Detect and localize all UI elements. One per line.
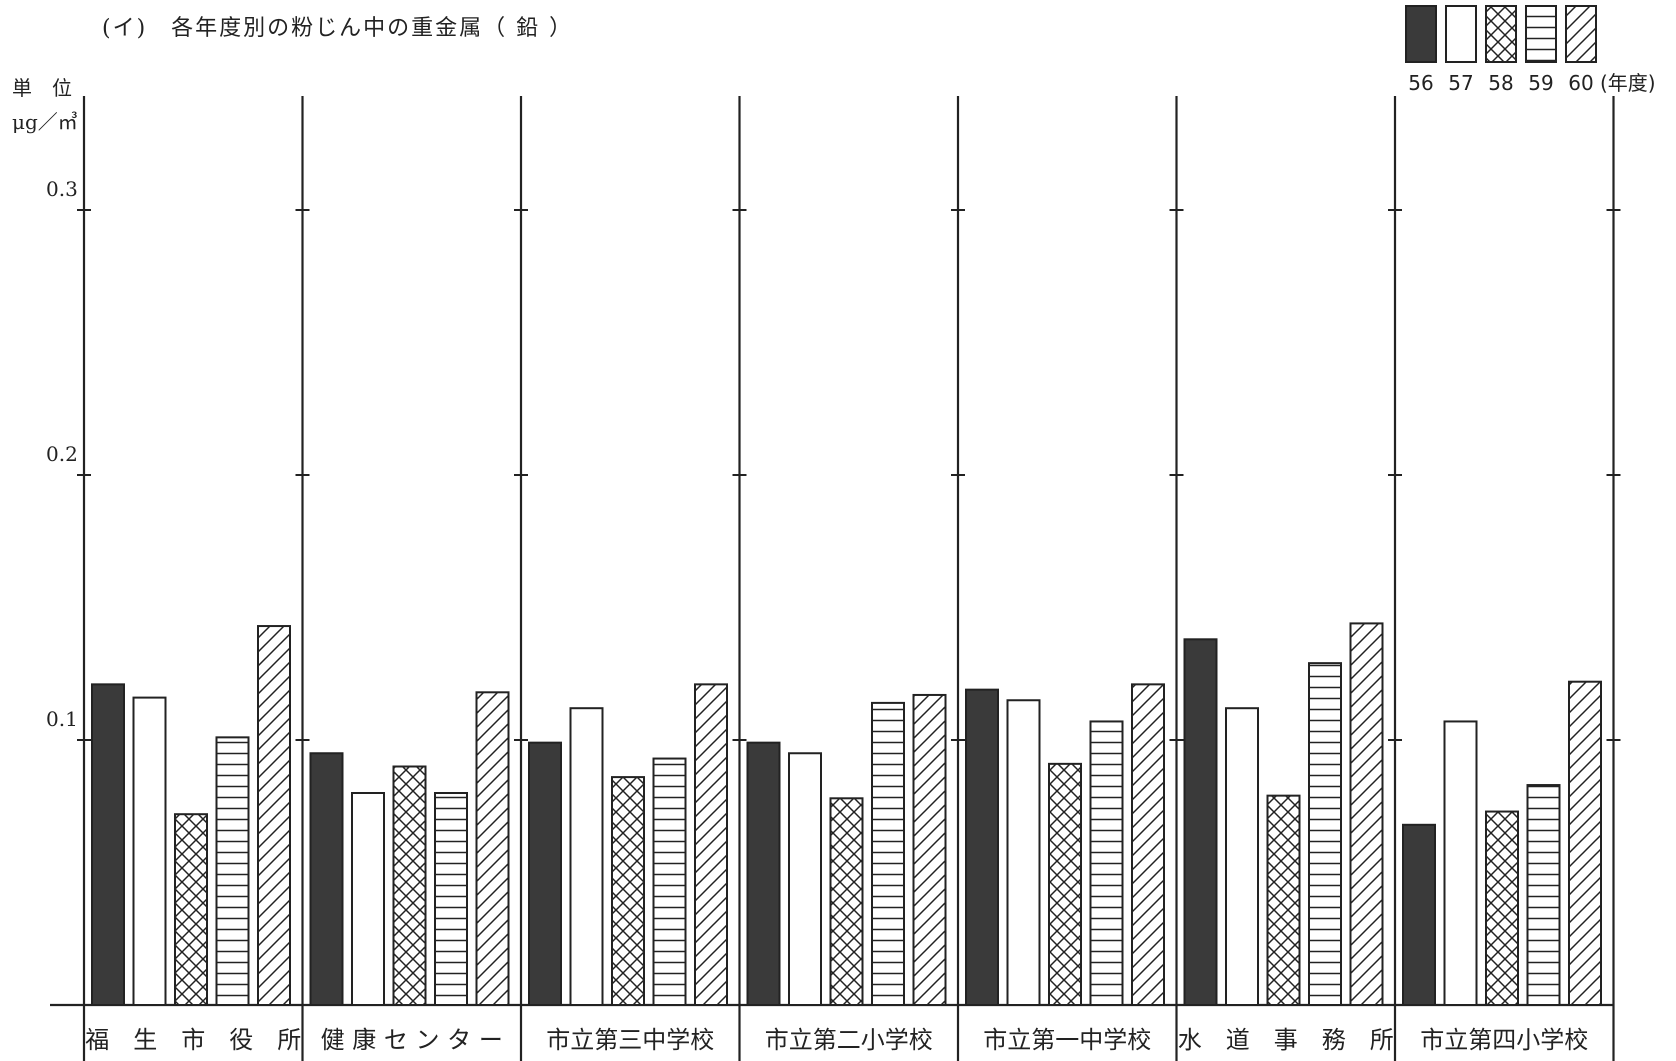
bar [1402, 823, 1436, 1006]
legend-label: 57 [1448, 71, 1473, 95]
bar [1131, 683, 1165, 1006]
legend-swatch [1525, 5, 1557, 63]
bar [351, 792, 385, 1006]
bar [174, 813, 208, 1007]
category-label: 福 生 市 役 所 [85, 1026, 301, 1054]
bar [1568, 680, 1602, 1006]
bar [788, 752, 822, 1006]
bar [652, 757, 687, 1006]
category-label: 水 道 事 務 所 [1178, 1026, 1394, 1054]
bar [392, 765, 427, 1006]
legend-suffix: (年度) [1600, 71, 1656, 95]
bar [1485, 810, 1519, 1006]
bar [871, 701, 905, 1007]
bar [1225, 707, 1259, 1006]
bar [528, 741, 562, 1007]
bar [829, 797, 864, 1006]
bar [1443, 720, 1478, 1006]
bar [215, 736, 250, 1006]
bar [694, 683, 728, 1006]
bar [1183, 638, 1218, 1006]
legend-label: 58 [1488, 71, 1513, 95]
y-tick-label: 0.1 [46, 707, 78, 731]
legend-swatch [1485, 5, 1517, 63]
y-tick-label: 0.3 [46, 177, 78, 201]
bar [611, 776, 645, 1006]
bar [434, 792, 468, 1006]
bar [1349, 622, 1384, 1007]
legend-swatch [1565, 5, 1597, 63]
bar [475, 691, 510, 1006]
bar [1308, 662, 1342, 1007]
bar [912, 693, 947, 1006]
unit-value: μg／㎥ [12, 110, 78, 134]
category-label: 市立第二小学校 [765, 1026, 933, 1054]
bar [1048, 762, 1082, 1006]
legend-label: 59 [1528, 71, 1553, 95]
bar [1266, 794, 1301, 1007]
y-tick-label: 0.2 [46, 442, 78, 466]
bar [132, 696, 167, 1006]
category-label: 市立第三中学校 [546, 1026, 714, 1054]
legend-swatch [1405, 5, 1437, 63]
bar [746, 741, 781, 1007]
chart-title: (イ) 各年度別の粉じん中の重金属（ 鉛 ） [102, 16, 574, 41]
bar [1526, 784, 1561, 1006]
category-label: 健 康 セ ン タ ー [321, 1026, 503, 1054]
bar [1006, 699, 1041, 1006]
category-label: 市立第一中学校 [983, 1026, 1151, 1054]
legend-label: 56 [1408, 71, 1433, 95]
bar [309, 752, 344, 1006]
bar [1089, 720, 1124, 1006]
bar [91, 683, 125, 1006]
unit-label: 単 位 [12, 76, 72, 100]
category-label: 市立第四小学校 [1420, 1026, 1588, 1054]
bar [569, 707, 604, 1006]
bar [257, 625, 291, 1006]
bar [965, 688, 999, 1007]
legend-swatch [1445, 5, 1477, 63]
legend-label: 60 [1568, 71, 1593, 95]
